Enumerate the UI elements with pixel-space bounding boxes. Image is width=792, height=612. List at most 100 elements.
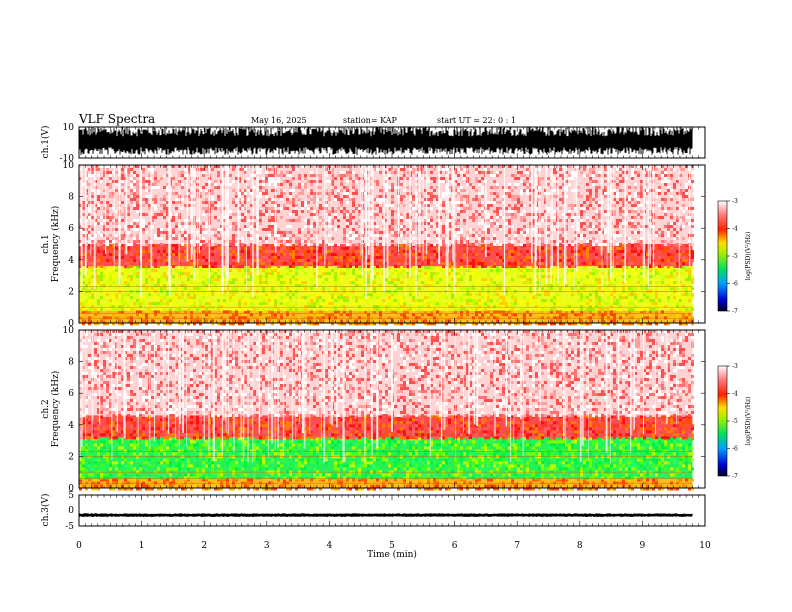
spectrogram-cell	[313, 210, 316, 213]
spectrogram-cell	[670, 316, 673, 320]
spectrogram-cell	[631, 284, 634, 288]
spectrogram-cell	[100, 284, 103, 288]
spectrogram-cell	[322, 256, 325, 259]
spectrogram-cell	[247, 231, 250, 234]
spectrogram-cell	[223, 234, 226, 237]
spectrogram-cell	[664, 247, 667, 250]
spectrogram-cell	[328, 253, 331, 256]
spectrogram-cell	[244, 319, 247, 323]
spectrogram-cell	[247, 210, 250, 213]
spectrogram-cell	[328, 210, 331, 213]
spectrogram-cell	[355, 272, 358, 276]
spectrogram-cell	[310, 207, 313, 210]
spectrogram-cell	[358, 210, 361, 213]
spectrogram-cell	[106, 243, 109, 246]
spectrogram-cell	[442, 302, 445, 306]
spectrogram-cell	[346, 299, 349, 303]
spectrogram-cell	[331, 269, 334, 273]
spectrogram-cell	[274, 253, 277, 256]
spectrogram-cell	[193, 299, 196, 303]
spectrogram-cell	[394, 168, 397, 171]
spectrogram-cell	[403, 269, 406, 273]
spectrogram-cell	[307, 222, 310, 225]
spectrogram-cell	[340, 305, 343, 309]
spectrogram-cell	[622, 266, 625, 270]
spectrogram-cell	[424, 319, 427, 323]
spectrogram-cell	[310, 253, 313, 256]
spectrogram-cell	[346, 319, 349, 323]
spectrogram-cell	[355, 284, 358, 288]
spectrogram-cell	[601, 313, 604, 317]
spectrogram-cell	[277, 195, 280, 198]
spectrogram-cell	[385, 234, 388, 237]
spectrogram-cell	[244, 201, 247, 204]
spectrogram-cell	[337, 192, 340, 195]
spectrogram-cell	[292, 204, 295, 207]
spectrogram-cell	[298, 225, 301, 228]
spectrogram-cell	[322, 207, 325, 210]
spectrogram-cell	[523, 313, 526, 317]
spectrogram-cell	[622, 253, 625, 256]
spectrogram-cell	[148, 269, 151, 273]
spectrogram-cell	[541, 322, 544, 326]
spectrogram-cell	[265, 228, 268, 231]
spectrogram-cell	[202, 319, 205, 323]
spectrogram-cell	[157, 302, 160, 306]
spectrogram-cell	[307, 287, 310, 291]
spectrogram-cell	[445, 281, 448, 285]
spectrogram-cell	[676, 313, 679, 317]
spectrogram-cell	[403, 253, 406, 256]
spectrogram-cell	[223, 322, 226, 326]
spectrogram-cell	[667, 256, 670, 259]
spectrogram-cell	[430, 281, 433, 285]
spectrogram-cell	[451, 287, 454, 291]
spectrogram-cell	[319, 253, 322, 256]
spectrogram-cell	[229, 186, 232, 189]
spectrogram-cell	[184, 204, 187, 207]
spectrogram-cell	[160, 228, 163, 231]
spectrogram-cell	[349, 189, 352, 192]
spectrogram-cell	[355, 305, 358, 309]
spectrogram-cell	[583, 253, 586, 256]
spectrogram-cell	[502, 305, 505, 309]
spectrogram-cell	[328, 281, 331, 285]
spectrogram-cell	[517, 275, 520, 279]
spectrogram-cell	[499, 287, 502, 291]
spectrogram-cell	[136, 198, 139, 201]
spectrogram-cell	[247, 316, 250, 320]
spectrogram-cell	[145, 287, 148, 291]
spectrogram-cell	[493, 293, 496, 297]
spectrogram-cell	[328, 316, 331, 320]
spectrogram-cell	[232, 198, 235, 201]
spectrogram-cell	[181, 269, 184, 273]
spectrogram-cell	[190, 262, 193, 265]
spectrogram-cell	[205, 210, 208, 213]
spectrogram-cell	[418, 265, 421, 268]
spectrogram-cell	[310, 174, 313, 177]
spectrogram-cell	[211, 183, 214, 186]
ch1-spectrogram-image	[79, 165, 694, 326]
spectrogram-cell	[91, 216, 94, 219]
spectrogram-cell	[136, 299, 139, 303]
spectrogram-cell	[640, 262, 643, 265]
spectrogram-cell	[394, 201, 397, 204]
spectrogram-cell	[112, 322, 115, 326]
spectrogram-cell	[214, 186, 217, 189]
spectrogram-cell	[103, 201, 106, 204]
spectrogram-cell	[121, 171, 124, 174]
spectrogram-cell	[313, 247, 316, 250]
spectrogram-cell	[262, 240, 265, 243]
spectrogram-cell	[211, 308, 214, 312]
spectrogram-cell	[202, 275, 205, 279]
spectrogram-cell	[334, 293, 337, 297]
spectrogram-cell	[607, 269, 610, 273]
spectrogram-cell	[211, 195, 214, 198]
spectrogram-cell	[520, 259, 523, 262]
spectrogram-cell	[676, 305, 679, 309]
spectrogram-cell	[163, 250, 166, 253]
spectrogram-cell	[631, 281, 634, 285]
spectrogram-cell	[250, 265, 253, 268]
spectrogram-cell	[649, 299, 652, 303]
spectrogram-cell	[175, 262, 178, 265]
spectrogram-cell	[145, 310, 148, 314]
